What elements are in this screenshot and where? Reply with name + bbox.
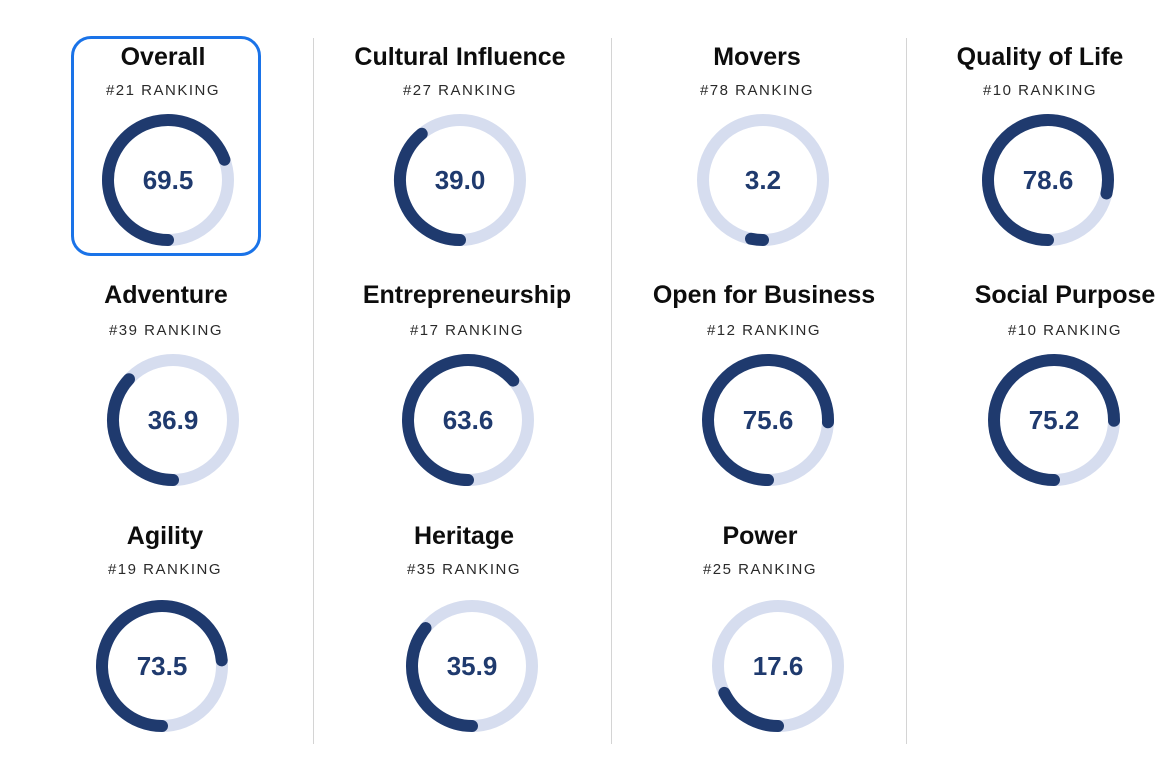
score-gauge: 75.2 — [988, 354, 1121, 486]
metric-ranking: #27 RANKING — [402, 82, 518, 99]
metric-card-quality-of-life[interactable]: Quality of Life #10 RANKING 78.6 — [890, 43, 1170, 273]
metric-ranking: #17 RANKING — [409, 322, 525, 339]
metric-ranking: #39 RANKING — [108, 322, 224, 339]
metric-ranking: #12 RANKING — [706, 322, 822, 339]
metric-ranking: #19 RANKING — [107, 561, 223, 578]
metric-title: Movers — [713, 43, 801, 71]
score-gauge: 39.0 — [394, 114, 526, 246]
score-gauge: 63.6 — [402, 354, 534, 486]
score-gauge: 73.5 — [96, 600, 228, 732]
score-value: 3.2 — [745, 165, 781, 195]
gauge-arc — [102, 114, 231, 246]
metric-ranking: #78 RANKING — [699, 82, 815, 99]
score-value: 78.6 — [1023, 165, 1074, 195]
score-gauge: 35.9 — [406, 600, 538, 732]
score-value: 75.6 — [743, 405, 794, 435]
gauge-arc — [988, 354, 1121, 486]
score-gauge: 17.6 — [712, 600, 844, 732]
score-value: 75.2 — [1029, 405, 1080, 435]
metric-card-movers[interactable]: Movers #78 RANKING 3.2 — [607, 43, 907, 273]
metric-card-social-purpose[interactable]: Social Purpose #10 RANKING 75.2 — [915, 281, 1170, 511]
gauge-arc — [745, 232, 769, 246]
score-gauge: 69.5 — [102, 114, 234, 246]
metric-ranking: #25 RANKING — [702, 561, 818, 578]
metric-card-open-for-business[interactable]: Open for Business #12 RANKING 75.6 — [614, 281, 914, 511]
score-gauge: 3.2 — [697, 114, 829, 246]
score-gauge: 78.6 — [982, 114, 1114, 246]
metric-title: Social Purpose — [974, 281, 1156, 309]
gauge-arc — [96, 600, 228, 732]
column-divider — [611, 38, 612, 744]
gauge-arc — [702, 354, 834, 486]
metric-title: Cultural Influence — [354, 43, 566, 71]
metric-title: Agility — [126, 522, 204, 550]
metric-title: Open for Business — [652, 281, 876, 309]
metric-ranking: #10 RANKING — [982, 82, 1098, 99]
metric-card-cultural-influence[interactable]: Cultural Influence #27 RANKING 39.0 — [310, 43, 610, 273]
metric-ranking: #35 RANKING — [406, 561, 522, 578]
metric-title: Heritage — [413, 522, 515, 550]
score-gauge: 36.9 — [107, 354, 239, 486]
gauge-arc — [982, 114, 1114, 246]
score-value: 36.9 — [148, 405, 199, 435]
column-divider — [906, 38, 907, 744]
gauge-arc — [107, 373, 179, 486]
score-value: 69.5 — [143, 165, 194, 195]
gauge-arc — [406, 622, 478, 732]
gauge-arc — [394, 127, 466, 246]
metric-card-power[interactable]: Power #25 RANKING 17.6 — [610, 522, 910, 752]
score-value: 35.9 — [447, 651, 498, 681]
metric-card-adventure[interactable]: Adventure #39 RANKING 36.9 — [16, 281, 316, 511]
metric-card-entrepreneurship[interactable]: Entrepreneurship #17 RANKING 63.6 — [317, 281, 617, 511]
metric-title: Quality of Life — [956, 43, 1124, 71]
score-gauge: 75.6 — [702, 354, 834, 486]
score-value: 73.5 — [137, 651, 188, 681]
gauge-arc — [718, 686, 784, 732]
score-value: 39.0 — [435, 165, 486, 195]
metric-card-heritage[interactable]: Heritage #35 RANKING 35.9 — [314, 522, 614, 752]
metric-title: Power — [722, 522, 798, 550]
score-value: 17.6 — [753, 651, 804, 681]
metric-ranking: #21 RANKING — [105, 82, 221, 99]
gauge-arc — [402, 354, 520, 486]
metric-title: Overall — [120, 43, 206, 71]
metric-title: Adventure — [104, 281, 228, 309]
metric-card-overall[interactable]: Overall #21 RANKING 69.5 — [13, 43, 313, 273]
column-divider — [313, 38, 314, 744]
score-value: 63.6 — [443, 405, 494, 435]
metric-ranking: #10 RANKING — [1007, 322, 1123, 339]
metric-title: Entrepreneurship — [362, 281, 572, 309]
metric-card-agility[interactable]: Agility #19 RANKING 73.5 — [15, 522, 315, 752]
